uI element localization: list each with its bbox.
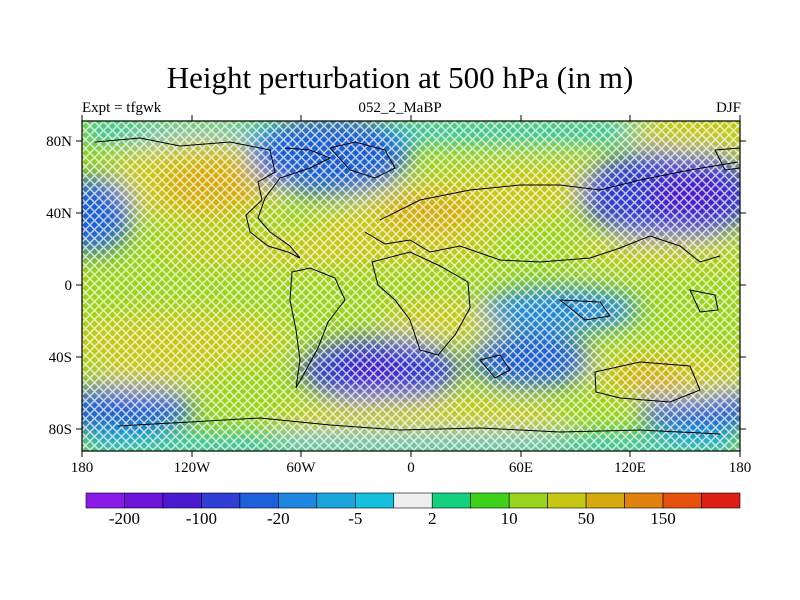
colorbar-label: 10: [501, 509, 518, 528]
colorbar-swatch: [547, 492, 587, 509]
colorbar-label: -100: [186, 509, 217, 528]
lon-label-0: 0: [407, 460, 415, 476]
lat-label-eq: 0: [65, 278, 73, 294]
colorbar-label: -20: [267, 509, 290, 528]
colorbar: -200 -100 -20 -5 2 10 50 150: [85, 492, 741, 528]
colorbar-swatch: [85, 492, 125, 509]
colorbar-swatch: [278, 492, 318, 509]
colorbar-label: 2: [428, 509, 437, 528]
colorbar-swatch: [393, 492, 433, 509]
colorbar-swatch: [239, 492, 279, 509]
lon-label-180e: 180: [729, 460, 752, 476]
colorbar-label: -5: [348, 509, 362, 528]
colorbar-swatch: [124, 492, 164, 509]
lat-label-40s: 40S: [49, 350, 72, 366]
colorbar-swatch: [662, 492, 702, 509]
lat-label-40n: 40N: [46, 206, 72, 222]
lon-label-180w: 180: [71, 460, 94, 476]
colorbar-swatch: [508, 492, 548, 509]
lon-label-120e: 120E: [614, 460, 646, 476]
colorbar-swatch: [431, 492, 472, 509]
colorbar-swatch: [624, 492, 664, 509]
season-label: DJF: [715, 100, 741, 116]
time-period-label: 052_2_MaBP: [358, 100, 442, 116]
colorbar-label: -200: [109, 509, 140, 528]
coastlines: [94, 137, 740, 435]
colorbar-swatch: [354, 492, 395, 509]
latitude-axis: 80N 40N 0 40S 80S: [46, 134, 746, 438]
lat-label-80s: 80S: [49, 422, 72, 438]
colorbar-swatch: [162, 492, 202, 509]
colorbar-swatch: [201, 492, 241, 509]
lat-label-80n: 80N: [46, 134, 72, 150]
lon-label-60e: 60E: [509, 460, 533, 476]
colorbar-swatch: [585, 492, 625, 509]
colorbar-label: 150: [650, 509, 676, 528]
lon-label-60w: 60W: [286, 460, 316, 476]
height-field: [82, 121, 740, 451]
colorbar-swatch: [470, 492, 510, 509]
colorbar-label: 50: [578, 509, 595, 528]
map-title: Height perturbation at 500 hPa (in m): [166, 60, 634, 95]
longitude-axis: 180 120W 60W 0 60E 120E 180: [71, 115, 752, 476]
colorbar-swatch: [701, 492, 741, 509]
lon-label-120w: 120W: [174, 460, 212, 476]
colorbar-swatch: [316, 492, 356, 509]
experiment-label: Expt = tfgwk: [82, 100, 162, 116]
